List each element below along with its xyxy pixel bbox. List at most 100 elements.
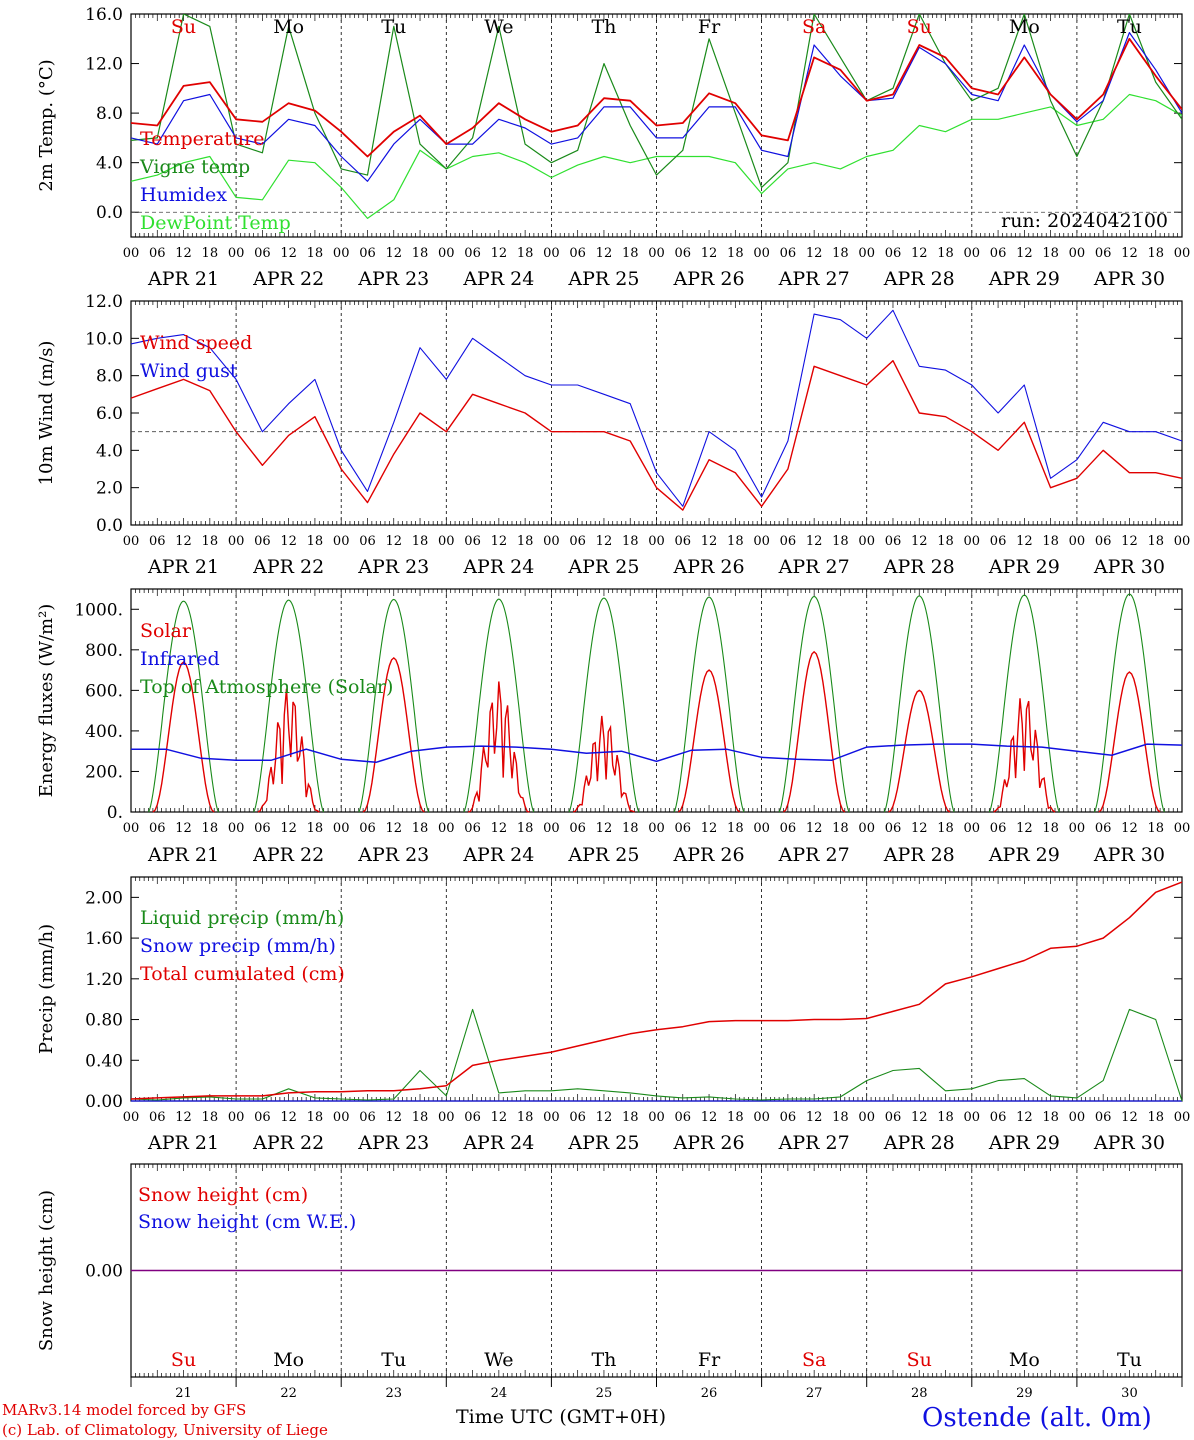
hour-tick-label: 18 [412,246,429,261]
hour-tick-label: 06 [569,1110,586,1125]
hour-tick-label: 00 [964,821,981,836]
date-label: APR 30 [1093,1132,1165,1154]
hour-tick-label: 06 [1095,1110,1112,1125]
hour-tick-label: 00 [1069,534,1086,549]
hour-tick-label: 06 [149,534,166,549]
y-axis-label: 10m Wind (m/s) [36,341,57,486]
hour-tick-label: 00 [123,1110,140,1125]
x-axis-label: Time UTC (GMT+0H) [456,1406,667,1428]
date-label: APR 23 [357,268,429,290]
day-number: 28 [911,1386,928,1401]
hour-tick-label: 06 [464,534,481,549]
day-number: 26 [701,1386,718,1401]
y-tick-label: 4.0 [96,441,123,461]
y-tick-label: 8.0 [96,104,123,124]
panel-3: 1000. 800. 600. 400. 200. 0. Energy fluxes (W/… [36,588,1191,866]
hour-tick-label: 18 [202,534,219,549]
series-wind-gust [130,309,1183,507]
series-solar [783,650,846,813]
hour-tick-label: 12 [280,246,297,261]
hour-tick-label: 18 [622,246,639,261]
hour-tick-label: 12 [280,821,297,836]
series-group [131,14,1182,219]
day-label-top: We [484,16,513,38]
hour-tick-label: 00 [228,246,245,261]
y-axis-label: Precip (mm/h) [36,924,57,1054]
y-tick-label: 200. [85,762,123,782]
day-label-top: Tu [1117,16,1142,38]
hour-tick-label: 06 [675,534,692,549]
date-label: APR 30 [1093,268,1165,290]
hour-tick-label: 06 [569,821,586,836]
hour-tick-label: 00 [228,821,245,836]
hour-tick-label: 06 [1095,246,1112,261]
date-label: APR 30 [1093,844,1165,866]
hour-tick-label: 12 [596,821,613,836]
hour-tick-label: 06 [1095,821,1112,836]
hour-tick-label: 00 [1174,1110,1191,1125]
day-number: 23 [385,1386,402,1401]
y-tick-label: 6.0 [96,404,123,424]
day-label-bottom: Tu [1117,1349,1142,1371]
hour-tick-label: 12 [701,1110,718,1125]
date-label: APR 23 [357,556,429,578]
y-tick-label: 0.40 [85,1051,123,1071]
hour-tick-label: 18 [517,821,534,836]
hour-tick-label: 18 [307,1110,324,1125]
date-label: APR 25 [567,1132,639,1154]
hour-tick-label: 18 [517,534,534,549]
hour-tick-label: 12 [1121,246,1138,261]
series-toa-solar [988,594,1060,813]
legend-entry: Solar [140,620,192,642]
hour-tick-label: 12 [806,1110,823,1125]
hour-tick-label: 12 [385,534,402,549]
date-label: APR 23 [357,1132,429,1154]
y-tick-label: 800. [85,641,123,661]
day-label-top: Th [591,16,616,38]
legend-entry: Wind speed [140,332,252,354]
legend-entry: Infrared [140,648,220,670]
hour-tick-label: 00 [753,1110,770,1125]
series-solar [573,715,635,813]
hour-tick-label: 18 [937,1110,954,1125]
hour-tick-label: 00 [1174,821,1191,836]
hour-tick-label: 06 [359,1110,376,1125]
panel-frame [130,588,1183,813]
hour-tick-label: 06 [990,246,1007,261]
run-label: run: 2024042100 [1001,210,1168,232]
hour-tick-label: 00 [648,1110,665,1125]
hour-tick-label: 00 [228,534,245,549]
day-label-top: Fr [698,16,721,38]
hour-tick-label: 18 [307,534,324,549]
hour-tick-label: 06 [885,1110,902,1125]
hour-tick-label: 00 [543,821,560,836]
hour-tick-label: 06 [254,821,271,836]
date-label: APR 28 [883,556,955,578]
hour-tick-label: 00 [858,246,875,261]
y-tick-label: 10.0 [85,329,123,349]
date-label: APR 25 [567,556,639,578]
hour-tick-label: 18 [412,1110,429,1125]
series-wind-speed [130,360,1183,511]
legend-entry: Vigne temp [139,156,250,178]
hour-tick-label: 00 [333,821,350,836]
day-label-top: Sa [802,16,826,38]
hour-tick-label: 12 [701,534,718,549]
hour-tick-label: 18 [937,246,954,261]
date-label: APR 29 [988,268,1060,290]
hour-tick-label: 12 [385,246,402,261]
hour-tick-label: 00 [1069,246,1086,261]
y-tick-label: 0.0 [96,516,123,536]
panel-5: 0.00 Snow height (cm) Snow height (cm) Snow… [36,1163,1183,1401]
y-axis-label: Snow height (cm) [36,1190,57,1351]
station-name: Ostende (alt. 0m) [922,1403,1152,1433]
hour-tick-label: 12 [911,246,928,261]
hour-tick-label: 00 [648,246,665,261]
y-tick-label: 1.60 [85,929,123,949]
hour-tick-label: 06 [359,821,376,836]
day-label-top: Tu [381,16,406,38]
hour-tick-label: 12 [491,534,508,549]
hour-tick-label: 12 [701,821,718,836]
series-solar [888,689,951,813]
